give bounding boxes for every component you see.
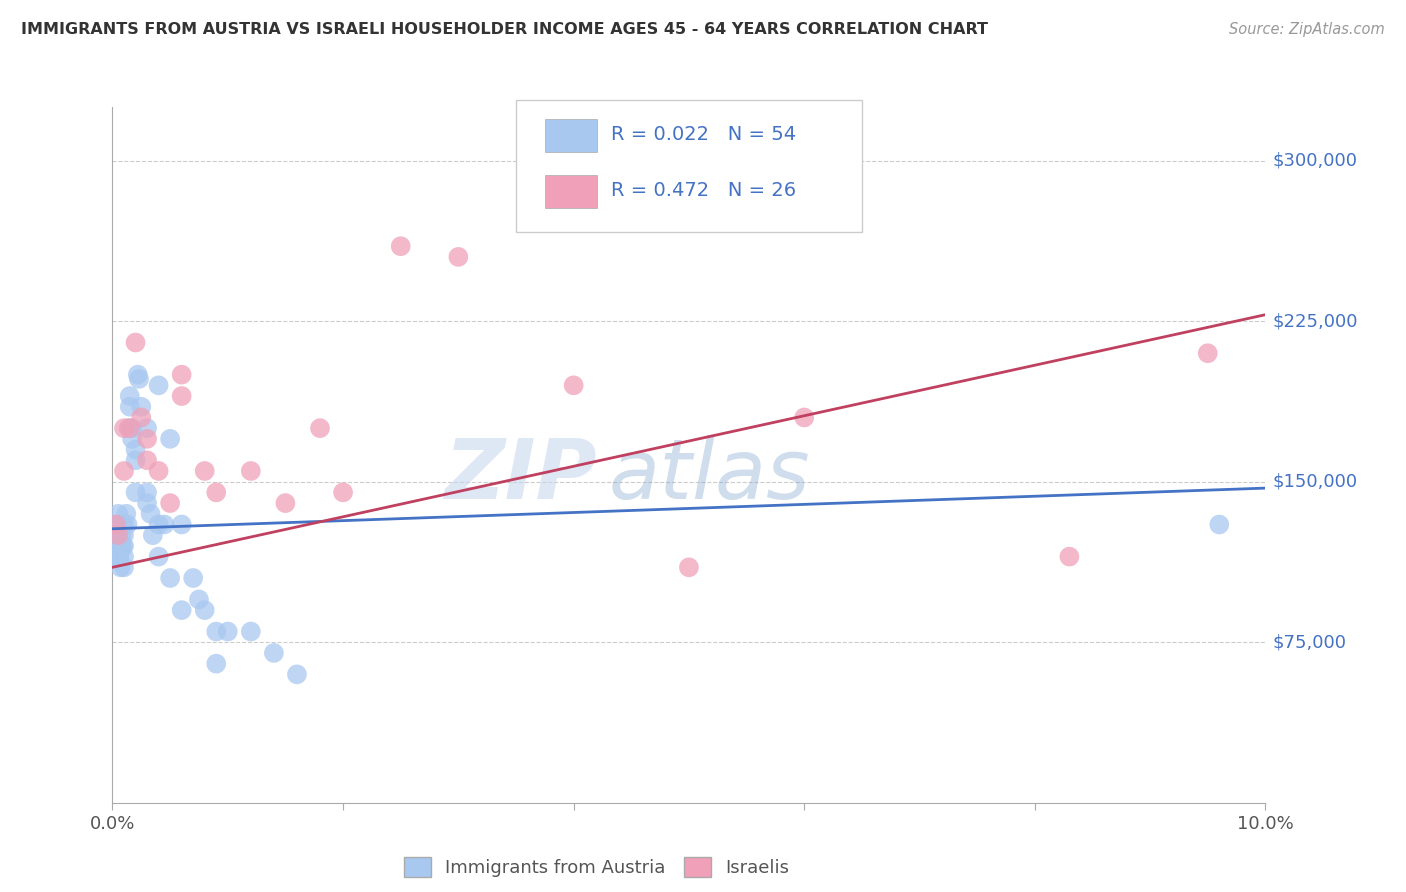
Point — [112, 560, 135, 574]
Text: R = 0.022   N = 54: R = 0.022 N = 54 — [610, 126, 796, 145]
Text: IMMIGRANTS FROM AUSTRIA VS ISRAELI HOUSEHOLDER INCOME AGES 45 - 64 YEARS CORRELA: IMMIGRANTS FROM AUSTRIA VS ISRAELI HOUSE… — [21, 22, 988, 37]
Point — [1197, 346, 1219, 360]
Text: ZIP: ZIP — [444, 435, 596, 516]
Point — [159, 496, 181, 510]
Point — [112, 464, 135, 478]
Text: $150,000: $150,000 — [1272, 473, 1358, 491]
FancyBboxPatch shape — [544, 119, 596, 153]
Text: $300,000: $300,000 — [1272, 152, 1357, 169]
Point — [117, 421, 139, 435]
Point — [136, 485, 159, 500]
Point — [194, 464, 217, 478]
Point — [107, 528, 129, 542]
Point — [124, 485, 146, 500]
Text: R = 0.472   N = 26: R = 0.472 N = 26 — [610, 181, 796, 200]
Point — [332, 485, 354, 500]
Point — [124, 335, 146, 350]
Point — [194, 603, 217, 617]
Point — [205, 624, 228, 639]
Point — [263, 646, 285, 660]
Point — [153, 517, 176, 532]
Point — [112, 539, 135, 553]
Point — [105, 549, 128, 564]
Point — [159, 432, 181, 446]
Point — [127, 368, 149, 382]
Point — [118, 389, 141, 403]
Point — [793, 410, 815, 425]
Point — [121, 421, 143, 435]
FancyBboxPatch shape — [516, 100, 862, 232]
Point — [562, 378, 585, 392]
Legend: Immigrants from Austria, Israelis: Immigrants from Austria, Israelis — [396, 850, 797, 884]
Point — [181, 571, 204, 585]
Point — [104, 517, 127, 532]
Point — [111, 539, 134, 553]
Point — [129, 410, 153, 425]
Point — [389, 239, 412, 253]
Point — [107, 539, 129, 553]
Point — [104, 539, 127, 553]
Point — [118, 400, 141, 414]
Point — [128, 372, 150, 386]
Point — [170, 368, 193, 382]
Point — [110, 560, 132, 574]
Point — [107, 528, 129, 542]
Point — [217, 624, 239, 639]
Point — [118, 421, 141, 435]
Point — [112, 421, 135, 435]
Point — [148, 517, 170, 532]
Point — [111, 528, 134, 542]
Point — [110, 539, 132, 553]
Point — [170, 603, 193, 617]
Point — [170, 389, 193, 403]
Point — [107, 507, 129, 521]
FancyBboxPatch shape — [544, 175, 596, 208]
Point — [112, 528, 135, 542]
Text: $225,000: $225,000 — [1272, 312, 1358, 330]
Point — [136, 432, 159, 446]
Point — [112, 549, 135, 564]
Point — [239, 464, 262, 478]
Point — [274, 496, 297, 510]
Point — [1059, 549, 1081, 564]
Point — [136, 421, 159, 435]
Point — [129, 400, 153, 414]
Point — [148, 378, 170, 392]
Point — [205, 485, 228, 500]
Text: atlas: atlas — [609, 435, 810, 516]
Point — [112, 517, 135, 532]
Point — [115, 507, 138, 521]
Point — [188, 592, 211, 607]
Point — [124, 442, 146, 457]
Text: $75,000: $75,000 — [1272, 633, 1347, 651]
Point — [136, 453, 159, 467]
Point — [447, 250, 470, 264]
Point — [148, 549, 170, 564]
Point — [170, 517, 193, 532]
Point — [148, 464, 170, 478]
Point — [205, 657, 228, 671]
Point — [139, 507, 162, 521]
Point — [142, 528, 165, 542]
Point — [309, 421, 332, 435]
Point — [285, 667, 308, 681]
Point — [1208, 517, 1230, 532]
Point — [105, 528, 128, 542]
Point — [159, 571, 181, 585]
Point — [104, 517, 127, 532]
Text: Source: ZipAtlas.com: Source: ZipAtlas.com — [1229, 22, 1385, 37]
Point — [136, 496, 159, 510]
Point — [117, 517, 139, 532]
Point — [121, 432, 143, 446]
Point — [678, 560, 700, 574]
Point — [108, 549, 131, 564]
Point — [124, 453, 146, 467]
Point — [239, 624, 262, 639]
